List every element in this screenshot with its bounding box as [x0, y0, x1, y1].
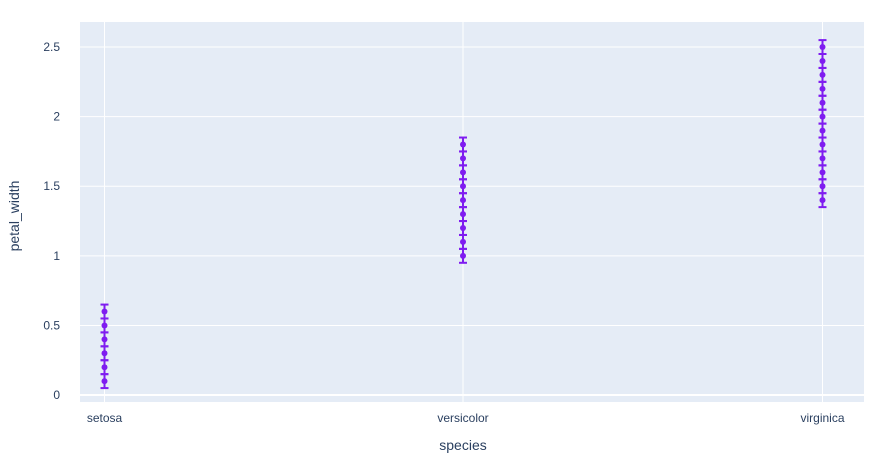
y-tick-labels: 0 0.5 1 1.5 2 2.5 [43, 40, 60, 402]
x-axis-title: species [439, 437, 486, 453]
data-point[interactable] [819, 197, 826, 204]
data-point[interactable] [460, 183, 466, 190]
data-point[interactable] [819, 44, 826, 51]
data-point[interactable] [101, 336, 108, 343]
y-tick-label: 2.5 [43, 40, 60, 54]
y-tick-label: 2 [53, 110, 60, 124]
data-point[interactable] [101, 322, 108, 329]
data-point[interactable] [101, 350, 108, 357]
data-point[interactable] [819, 57, 826, 64]
data-point[interactable] [460, 225, 466, 232]
data-point[interactable] [460, 141, 466, 148]
data-point[interactable] [819, 127, 826, 134]
x-tick-label: setosa [87, 411, 123, 425]
data-point[interactable] [460, 252, 466, 259]
data-point[interactable] [101, 378, 108, 385]
data-point[interactable] [101, 308, 108, 315]
y-tick-label: 0.5 [43, 318, 60, 332]
data-point[interactable] [819, 99, 826, 106]
marks-layer [100, 39, 827, 390]
data-point[interactable] [460, 238, 466, 245]
data-point[interactable] [460, 211, 466, 218]
y-tick-label: 0 [53, 388, 60, 402]
data-point[interactable] [819, 155, 826, 162]
y-tick-label: 1.5 [43, 179, 60, 193]
plot-background [80, 22, 864, 402]
data-point[interactable] [819, 85, 826, 92]
x-tick-label: versicolor [437, 411, 488, 425]
data-point[interactable] [819, 183, 826, 190]
data-point[interactable] [819, 169, 826, 176]
data-point[interactable] [101, 364, 108, 371]
x-tick-labels: setosa versicolor virginica [87, 411, 845, 425]
y-axis-title: petal_width [6, 181, 22, 252]
data-point[interactable] [460, 197, 466, 204]
grid-layer [80, 22, 864, 402]
data-point[interactable] [819, 141, 826, 148]
data-point[interactable] [460, 169, 466, 176]
data-point[interactable] [819, 113, 826, 120]
y-tick-label: 1 [53, 249, 60, 263]
data-point[interactable] [460, 155, 466, 162]
data-point[interactable] [819, 71, 826, 78]
x-tick-label: virginica [800, 411, 844, 425]
